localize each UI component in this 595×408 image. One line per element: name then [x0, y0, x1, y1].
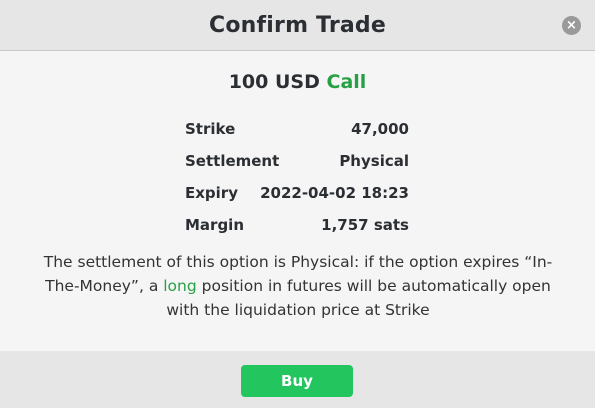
trade-amount: 100 USD — [228, 71, 320, 93]
buy-button[interactable]: Buy — [241, 365, 353, 397]
detail-row-settlement: Settlement Physical — [185, 145, 409, 177]
detail-value: 2022-04-02 18:23 — [260, 184, 409, 202]
trade-summary: 100 USD Call — [0, 71, 595, 93]
detail-row-strike: Strike 47,000 — [185, 113, 409, 145]
dialog-title: Confirm Trade — [208, 12, 387, 38]
detail-label: Expiry — [185, 184, 238, 202]
settlement-note: The settlement of this option is Physica… — [28, 250, 568, 322]
dialog-footer: Buy — [0, 351, 595, 408]
close-icon[interactable]: × — [562, 16, 581, 35]
detail-value: 1,757 sats — [321, 216, 409, 234]
note-text-start: The settlement of this option is Physica… — [43, 253, 553, 295]
detail-row-margin: Margin 1,757 sats — [185, 209, 409, 241]
trade-details: Strike 47,000 Settlement Physical Expiry… — [185, 113, 409, 241]
detail-label: Margin — [185, 216, 245, 234]
option-type: Call — [326, 71, 367, 93]
dialog-header: Confirm Trade × — [0, 0, 595, 51]
detail-value: Physical — [339, 152, 409, 170]
detail-value: 47,000 — [351, 120, 409, 138]
note-text-end: position in futures will be automaticall… — [166, 277, 551, 319]
detail-row-expiry: Expiry 2022-04-02 18:23 — [185, 177, 409, 209]
detail-label: Strike — [185, 120, 236, 138]
note-highlight-long: long — [163, 277, 197, 295]
detail-label: Settlement — [185, 152, 280, 170]
